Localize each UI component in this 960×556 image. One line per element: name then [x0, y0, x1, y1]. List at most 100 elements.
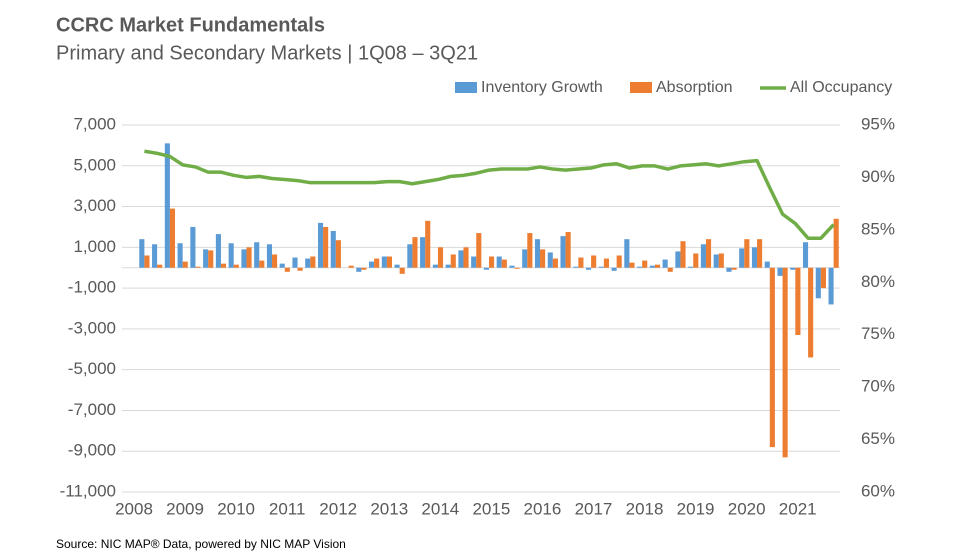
bar [437, 247, 444, 268]
bar [611, 267, 617, 271]
bar [144, 255, 150, 268]
y2-tick-label: 85% [861, 219, 895, 238]
bar [578, 257, 584, 268]
bar [501, 259, 507, 268]
bar [565, 232, 571, 268]
y2-tick-label: 95% [861, 114, 895, 133]
bar [305, 258, 311, 268]
bar [688, 266, 694, 268]
bar [534, 239, 541, 268]
bar [284, 267, 290, 272]
bar [514, 267, 520, 269]
bar [381, 256, 387, 268]
bar [241, 249, 247, 268]
bar [777, 267, 783, 276]
y2-tick-label: 65% [861, 429, 895, 448]
bar [335, 240, 341, 268]
bar [603, 258, 609, 268]
bar [744, 239, 750, 268]
bar [420, 237, 426, 268]
chart-title: CCRC Market Fundamentals [56, 14, 325, 36]
bar [560, 236, 566, 268]
bar [330, 231, 336, 268]
bar [450, 254, 456, 268]
bar [215, 234, 221, 268]
y-tick-label: -11,000 [60, 481, 116, 500]
bar [177, 243, 183, 268]
bar [718, 253, 724, 268]
bar [361, 267, 367, 270]
y2-tick-label: 60% [861, 481, 895, 500]
chart-subtitle: Primary and Secondary Markets | 1Q08 – 3… [56, 42, 478, 64]
bar [552, 258, 558, 268]
bar [616, 255, 622, 268]
bar [254, 242, 260, 268]
bar [259, 260, 265, 268]
bar [157, 264, 163, 268]
bar [348, 265, 354, 268]
x-tick-label: 2011 [269, 499, 306, 518]
x-tick-label: 2008 [115, 499, 153, 518]
bar [667, 267, 673, 272]
y-tick-label: -3,000 [68, 318, 116, 337]
bar [139, 239, 145, 268]
bar [527, 233, 533, 268]
bar [509, 265, 515, 268]
y-tick-label: 5,000 [73, 155, 116, 174]
bar [764, 261, 770, 268]
bar [586, 267, 592, 270]
bar [757, 239, 763, 268]
bar [386, 256, 392, 268]
bar [680, 241, 686, 268]
bar [463, 247, 469, 268]
bar [751, 247, 758, 268]
bar [675, 251, 681, 268]
bar [169, 208, 176, 268]
y2-tick-label: 70% [861, 377, 895, 396]
x-tick-label: 2013 [370, 499, 408, 518]
bar [573, 266, 579, 268]
y2-tick-label: 80% [861, 272, 895, 291]
legend-label: Inventory Growth [481, 79, 603, 96]
legend-swatch [630, 82, 652, 93]
bar [705, 239, 712, 268]
bar [317, 222, 324, 268]
bar [739, 248, 745, 268]
bar [407, 244, 413, 268]
bar [713, 254, 719, 268]
bar [726, 267, 732, 272]
bar [547, 252, 553, 268]
y2-tick-label: 75% [861, 324, 895, 343]
bar [591, 255, 597, 268]
bar [445, 264, 451, 268]
bar [323, 226, 329, 268]
bar [795, 267, 801, 336]
bar [808, 267, 814, 358]
x-tick-label: 2014 [421, 499, 459, 518]
y2-tick-label: 90% [861, 167, 895, 186]
bar [152, 244, 158, 268]
bar [790, 267, 796, 270]
bar [654, 264, 661, 268]
bar [637, 266, 643, 268]
bar [208, 250, 214, 268]
bar [203, 249, 209, 268]
bar [471, 256, 477, 268]
bar [489, 256, 495, 268]
bar [476, 233, 482, 268]
x-tick-label: 2015 [472, 499, 510, 518]
y-tick-label: -9,000 [68, 441, 116, 460]
bar [246, 247, 252, 268]
bar [731, 267, 737, 270]
bar [820, 267, 826, 289]
bar [629, 262, 635, 268]
legend-label: Absorption [656, 79, 733, 96]
bar [195, 266, 201, 268]
bar [693, 253, 699, 268]
bar [649, 265, 655, 268]
x-tick-label: 2016 [524, 499, 562, 518]
bar [228, 243, 234, 268]
x-tick-label: 2018 [626, 499, 664, 518]
bar [220, 263, 227, 268]
